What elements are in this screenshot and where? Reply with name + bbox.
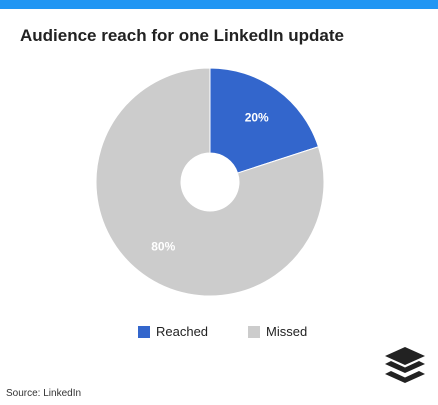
legend-item-missed: Missed [248, 324, 307, 339]
slice-label-reached: 20% [245, 111, 269, 125]
slice-reached [209, 67, 320, 174]
chart-legend: Reached Missed [138, 324, 307, 339]
top-accent-bar [0, 0, 438, 9]
legend-item-reached: Reached [138, 324, 208, 339]
legend-label-missed: Missed [266, 324, 308, 339]
legend-swatch-reached [138, 325, 150, 338]
slice-missed [95, 67, 325, 297]
slice-label-missed: 80% [151, 239, 175, 253]
chart-slice-labels: 20% 80% [151, 111, 269, 254]
legend-swatch-missed [248, 325, 261, 338]
chart-slices [95, 67, 325, 297]
chart-title: Audience reach for one LinkedIn update [20, 26, 344, 45]
source-note: Source: LinkedIn [6, 388, 82, 399]
legend-label-reached: Reached [156, 324, 209, 339]
buffer-stack-icon [385, 347, 425, 383]
